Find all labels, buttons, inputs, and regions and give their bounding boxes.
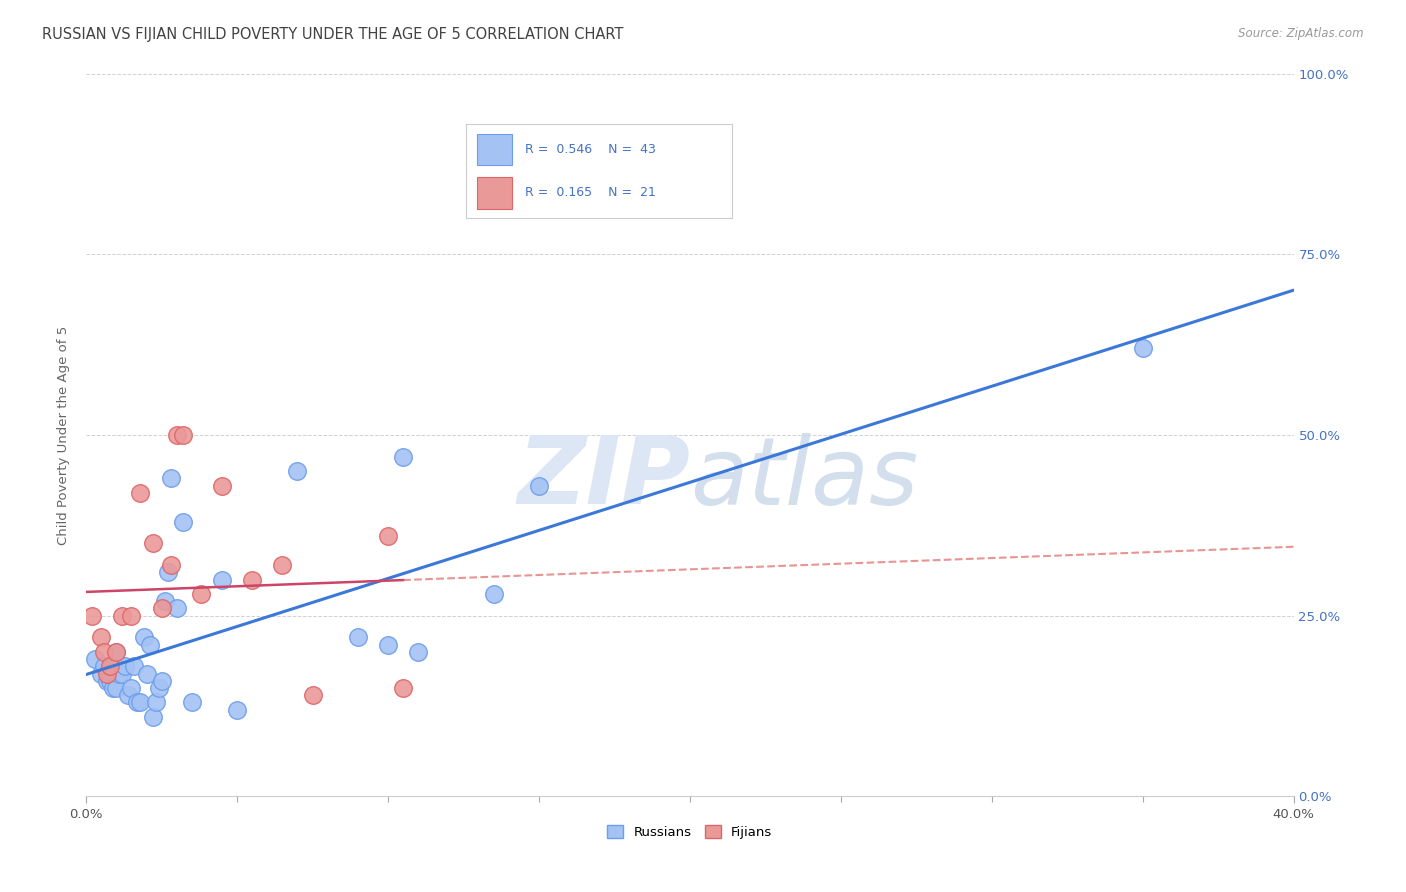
Point <box>96 673 118 688</box>
Point <box>103 681 125 695</box>
Point <box>82 608 104 623</box>
Point <box>153 594 176 608</box>
Point <box>226 703 249 717</box>
Point <box>240 573 263 587</box>
Point <box>108 666 131 681</box>
Point <box>127 695 149 709</box>
Point <box>135 666 157 681</box>
Point <box>172 428 194 442</box>
Point <box>180 695 202 709</box>
Point <box>84 652 107 666</box>
Point <box>377 529 399 543</box>
Point <box>287 464 309 478</box>
Point <box>90 631 112 645</box>
Point <box>150 673 173 688</box>
Point <box>96 666 118 681</box>
Point <box>138 638 160 652</box>
Y-axis label: Child Poverty Under the Age of 5: Child Poverty Under the Age of 5 <box>58 326 70 545</box>
Point <box>392 681 415 695</box>
Point <box>172 515 194 529</box>
Point <box>377 638 399 652</box>
Point <box>211 573 233 587</box>
Point <box>150 601 173 615</box>
Point <box>129 485 152 500</box>
Point <box>105 645 128 659</box>
Point <box>93 645 115 659</box>
Text: RUSSIAN VS FIJIAN CHILD POVERTY UNDER THE AGE OF 5 CORRELATION CHART: RUSSIAN VS FIJIAN CHILD POVERTY UNDER TH… <box>42 27 623 42</box>
Point <box>211 478 233 492</box>
Point <box>271 558 294 572</box>
Point <box>111 666 134 681</box>
Point <box>190 587 212 601</box>
Point <box>527 478 550 492</box>
Point <box>145 695 167 709</box>
Legend: Russians, Fijians: Russians, Fijians <box>602 819 778 844</box>
Point <box>117 688 139 702</box>
Point <box>120 681 142 695</box>
Point <box>132 631 155 645</box>
Point <box>166 428 188 442</box>
Point <box>482 587 505 601</box>
Point <box>142 710 165 724</box>
Text: atlas: atlas <box>690 433 918 524</box>
Point <box>346 631 368 645</box>
Point <box>156 566 179 580</box>
Point <box>105 645 128 659</box>
Point <box>301 688 323 702</box>
Point <box>90 666 112 681</box>
Text: Source: ZipAtlas.com: Source: ZipAtlas.com <box>1239 27 1364 40</box>
Point <box>159 558 181 572</box>
Text: ZIP: ZIP <box>517 433 690 524</box>
Point <box>392 450 415 464</box>
Point <box>1132 341 1154 355</box>
Point <box>159 471 181 485</box>
Point <box>114 659 136 673</box>
Point <box>166 601 188 615</box>
Point <box>148 681 170 695</box>
Point <box>124 659 146 673</box>
Point <box>98 673 121 688</box>
Point <box>406 645 429 659</box>
Point <box>142 536 165 550</box>
Point <box>98 659 121 673</box>
Point <box>93 659 115 673</box>
Point <box>105 681 128 695</box>
Point <box>129 695 152 709</box>
Point <box>120 608 142 623</box>
Point <box>111 608 134 623</box>
